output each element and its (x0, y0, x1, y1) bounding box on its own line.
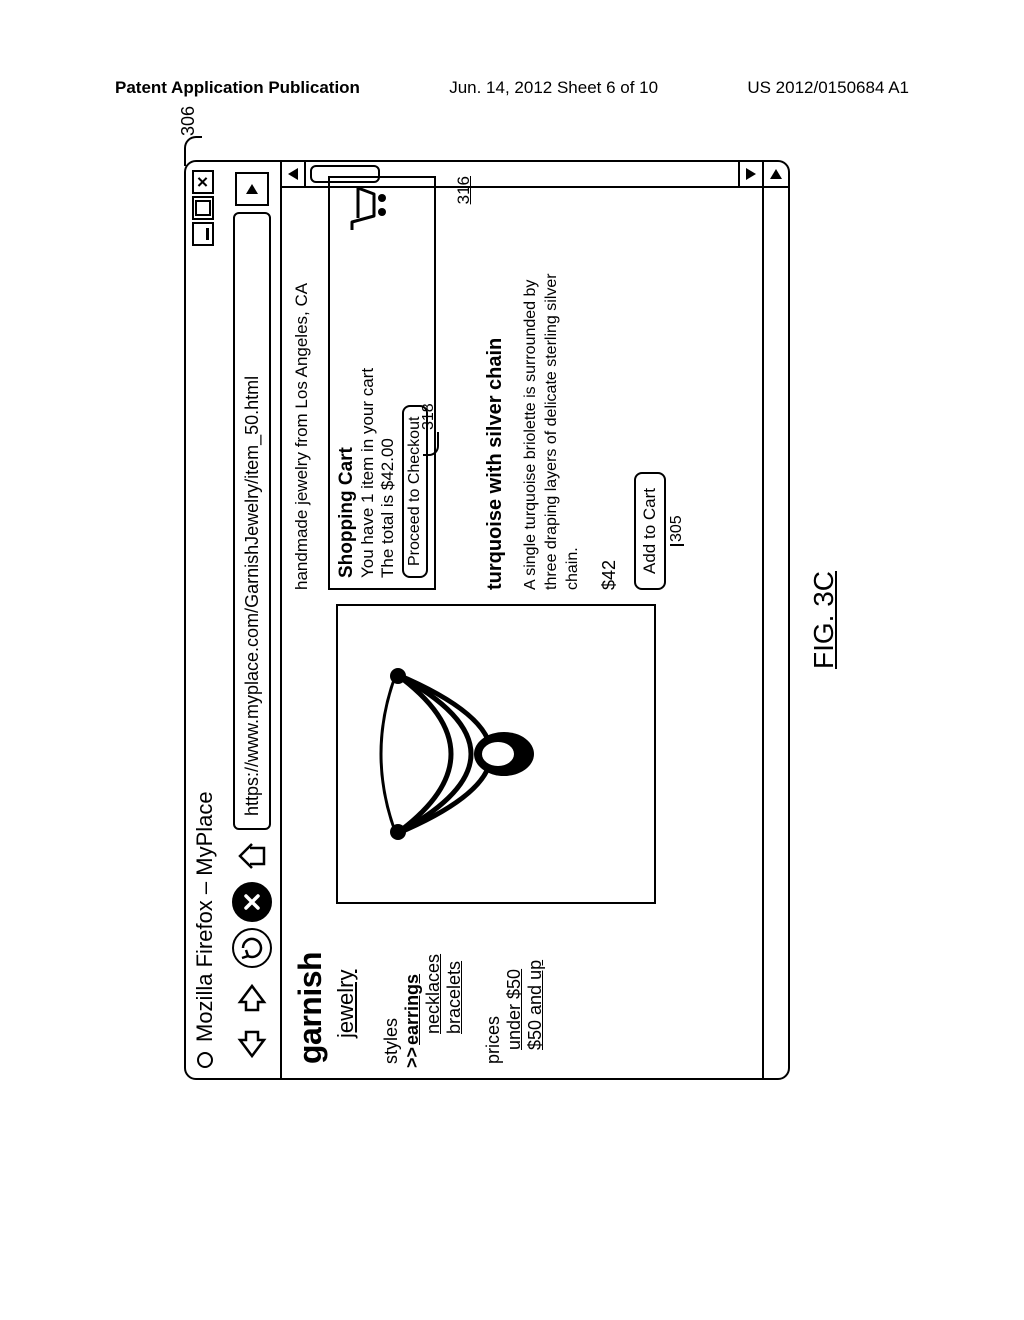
close-button[interactable] (192, 170, 214, 194)
browser-window: 306 Mozilla Firefox – MyPlace (184, 160, 790, 1080)
home-button[interactable] (230, 836, 274, 876)
figure-caption: FIG. 3C (808, 160, 840, 1080)
cart-icon[interactable] (348, 186, 393, 232)
brand-logo: garnish (292, 918, 329, 1064)
minimize-button[interactable] (192, 222, 214, 246)
cart-title: Shopping Cart (336, 188, 358, 578)
styles-section: styles earrings necklaces bracelets (381, 918, 465, 1064)
url-input[interactable]: https://www.myplace.com/GarnishJewelry/i… (233, 212, 271, 830)
prices-section: prices under $50 $50 and up (483, 918, 546, 1064)
product-details: handmade jewelry from Los Angeles, CA Sh… (292, 176, 752, 590)
necklace-icon (356, 624, 636, 884)
category-link[interactable]: jewelry (333, 970, 359, 1038)
ref-305: 305 (668, 176, 686, 546)
scroll-thumb[interactable] (310, 165, 380, 183)
url-text: https://www.myplace.com/GarnishJewelry/i… (242, 376, 263, 816)
main-area: handmade jewelry from Los Angeles, CA Sh… (282, 162, 762, 908)
scroll-right-button[interactable] (764, 162, 788, 188)
sidebar-item-50up[interactable]: $50 and up (525, 918, 546, 1050)
window-title: Mozilla Firefox – MyPlace (192, 791, 218, 1042)
add-to-cart-button[interactable]: Add to Cart (634, 472, 666, 590)
styles-label: styles (381, 918, 402, 1064)
tab-indicator-icon (197, 1052, 213, 1068)
forward-button[interactable] (230, 974, 274, 1018)
ref-318: 318 (420, 403, 438, 430)
sidebar-item-necklaces[interactable]: necklaces (423, 918, 444, 1034)
scroll-down-button[interactable] (738, 162, 762, 186)
scrollbar-vertical[interactable] (282, 162, 762, 188)
cart-total: The total is $42.00 (378, 188, 398, 578)
reload-button[interactable] (232, 928, 272, 968)
window-controls (192, 170, 214, 246)
ref-306: 306 (178, 106, 199, 136)
prices-label: prices (483, 918, 504, 1064)
sheet-label: Jun. 14, 2012 Sheet 6 of 10 (449, 78, 658, 98)
product-title: turquoise with silver chain (484, 176, 507, 590)
sidebar: garnish jewelry styles earrings necklace… (282, 908, 762, 1078)
product-description: A single turquoise briolette is surround… (521, 270, 583, 590)
maximize-button[interactable] (192, 196, 214, 220)
pub-label: Patent Application Publication (115, 78, 360, 98)
checkout-button[interactable]: Proceed to Checkout (402, 405, 428, 578)
page-content: garnish jewelry styles earrings necklace… (282, 162, 762, 1078)
toolbar: https://www.myplace.com/GarnishJewelry/i… (224, 162, 280, 1078)
tagline: handmade jewelry from Los Angeles, CA (292, 176, 312, 590)
sidebar-item-under50[interactable]: under $50 (504, 918, 525, 1050)
cart-summary: Shopping Cart You have 1 item in your ca… (328, 176, 436, 590)
cart-count: You have 1 item in your cart (358, 188, 378, 578)
titlebar: Mozilla Firefox – MyPlace (186, 162, 224, 1078)
ref-316-wrap: 316 (452, 176, 474, 590)
back-button[interactable] (230, 1024, 274, 1068)
pub-number: US 2012/0150684 A1 (747, 78, 909, 98)
product-price: $42 (599, 176, 620, 590)
patent-page-header: Patent Application Publication Jun. 14, … (0, 78, 1024, 98)
scroll-up-button[interactable] (282, 162, 306, 186)
sidebar-item-earrings[interactable]: earrings (402, 918, 423, 1050)
sidebar-item-bracelets[interactable]: bracelets (444, 918, 465, 1034)
figure-rotated-wrap: 306 Mozilla Firefox – MyPlace (184, 160, 840, 1080)
product-image (336, 604, 656, 904)
scrollbar-horizontal[interactable] (762, 162, 788, 1078)
stop-button[interactable] (232, 882, 272, 922)
scroll-track[interactable] (306, 162, 738, 186)
go-button[interactable] (235, 172, 269, 206)
